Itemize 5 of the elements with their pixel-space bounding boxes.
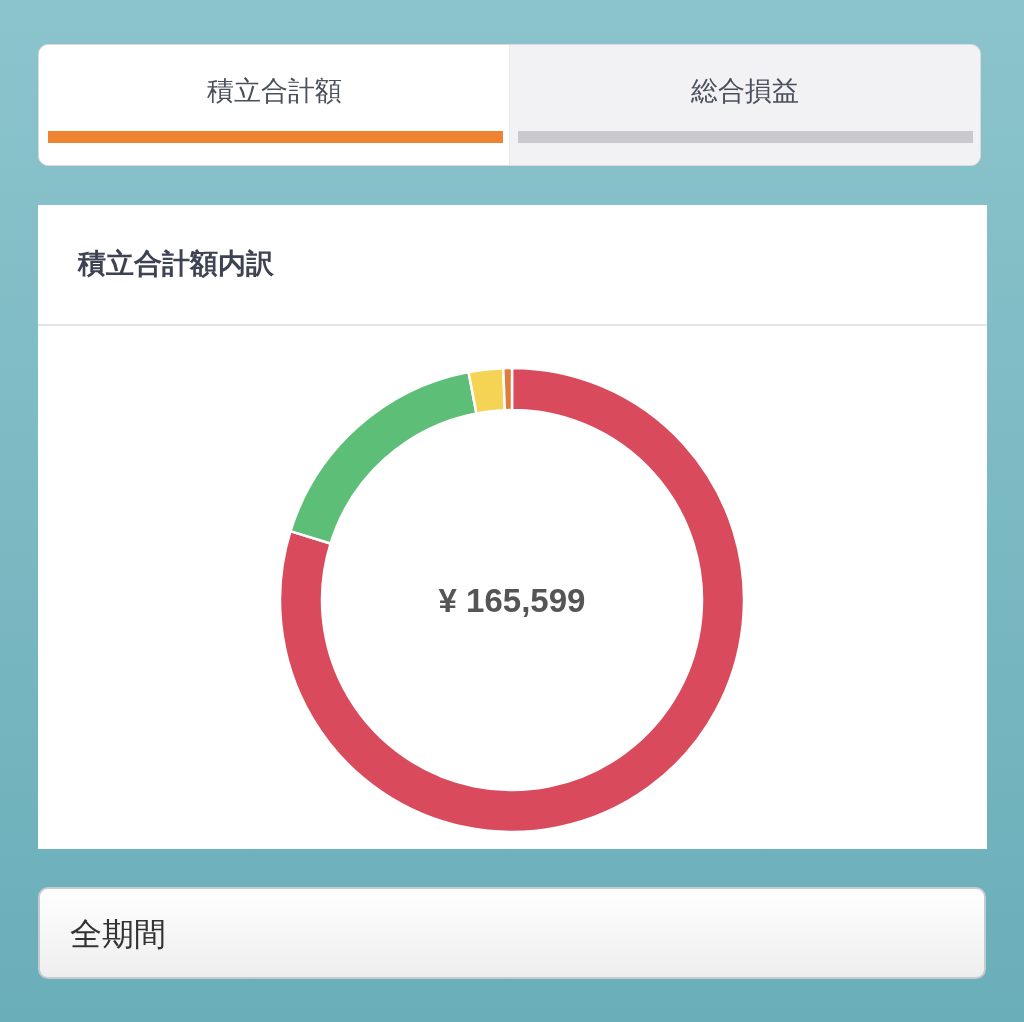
center-total: ¥ 165,599 bbox=[438, 581, 586, 619]
tab-label: 総合損益 bbox=[691, 75, 799, 107]
tab-label: 積立合計額 bbox=[206, 75, 342, 107]
title: 積立合計額内訳 bbox=[78, 247, 274, 281]
period-label: 全期間 bbox=[70, 915, 166, 953]
